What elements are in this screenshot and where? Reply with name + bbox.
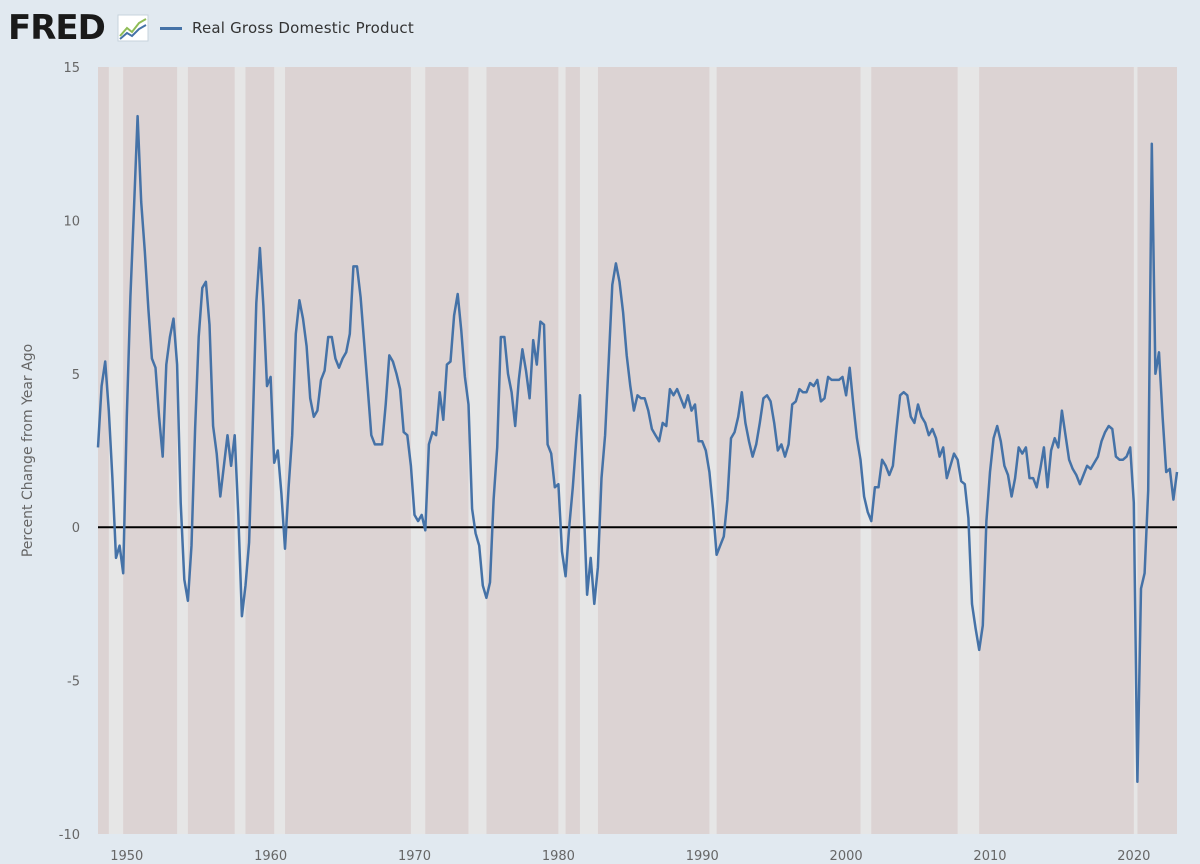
recession-band bbox=[468, 67, 487, 834]
series-line-real-gdp[interactable] bbox=[96, 114, 1179, 784]
recession-band bbox=[274, 67, 286, 834]
recession-band bbox=[957, 67, 980, 834]
line-chart-icon bbox=[117, 14, 149, 42]
x-axis-ticks: 1950 1960 1970 1980 1990 2000 2010 2020 bbox=[110, 849, 1150, 864]
recession-band bbox=[234, 67, 246, 834]
y-tick-label: -10 bbox=[59, 828, 80, 843]
legend-label: Real Gross Domestic Product bbox=[192, 19, 414, 37]
y-tick-label: 15 bbox=[63, 61, 80, 76]
fred-logo[interactable]: FRED bbox=[8, 8, 106, 48]
x-tick-label: 1960 bbox=[254, 849, 287, 864]
recession-band bbox=[177, 67, 188, 834]
x-tick-label: 1970 bbox=[398, 849, 431, 864]
recession-band bbox=[579, 67, 598, 834]
y-axis-title: Percent Change from Year Ago bbox=[20, 344, 36, 557]
x-tick-label: 1950 bbox=[110, 849, 143, 864]
recession-band bbox=[108, 67, 124, 834]
recession-band bbox=[410, 67, 426, 834]
x-tick-label: 2000 bbox=[830, 849, 863, 864]
legend-swatch bbox=[160, 26, 182, 30]
recession-bands bbox=[108, 67, 1138, 834]
x-tick-label: 2020 bbox=[1117, 849, 1150, 864]
y-axis-ticks: 15 10 5 0 -5 -10 bbox=[59, 61, 80, 843]
chart-legend[interactable]: Real Gross Domestic Product bbox=[160, 16, 414, 40]
y-tick-label: 10 bbox=[63, 214, 80, 229]
recession-band bbox=[860, 67, 872, 834]
x-tick-label: 1980 bbox=[542, 849, 575, 864]
y-tick-label: -5 bbox=[67, 675, 80, 690]
x-tick-label: 1990 bbox=[686, 849, 719, 864]
y-tick-label: 5 bbox=[72, 368, 80, 383]
recession-band bbox=[558, 67, 566, 834]
x-tick-label: 2010 bbox=[973, 849, 1006, 864]
plot-background bbox=[98, 67, 1177, 834]
chart-header: FRED Real Gross Domestic Product bbox=[0, 0, 1200, 58]
y-tick-label: 0 bbox=[72, 521, 80, 536]
recession-band bbox=[709, 67, 717, 834]
recession-band bbox=[1133, 67, 1138, 834]
